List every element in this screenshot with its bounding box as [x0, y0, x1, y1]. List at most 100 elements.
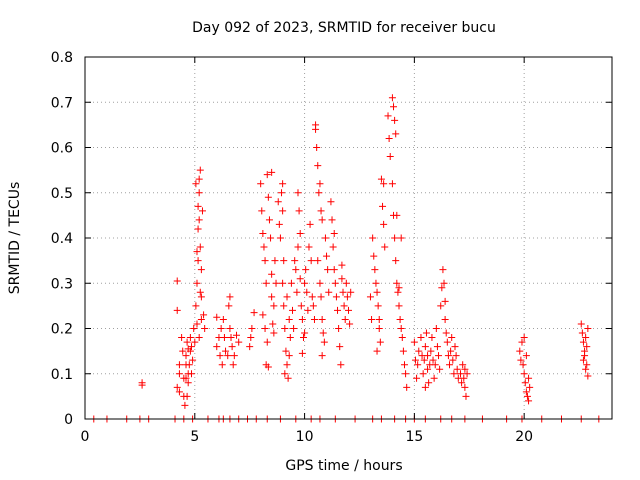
- data-point: [577, 320, 585, 328]
- data-point: [380, 180, 388, 188]
- x-axis-tick-labels: 0 5 10 15 20: [81, 429, 534, 445]
- data-point: [332, 293, 340, 301]
- data-point: [340, 302, 348, 310]
- data-point: [518, 338, 526, 346]
- data-point: [318, 352, 326, 360]
- data-point: [183, 392, 191, 400]
- data-point: [380, 220, 388, 228]
- data-point: [193, 248, 201, 256]
- data-point: [583, 361, 591, 369]
- data-point: [192, 302, 200, 310]
- data-point: [390, 103, 398, 111]
- data-point: [345, 306, 352, 314]
- data-point: [427, 347, 435, 355]
- data-point: [185, 361, 193, 369]
- data-point: [403, 383, 411, 391]
- data-point: [393, 211, 401, 219]
- data-point: [447, 347, 455, 355]
- data-point: [338, 275, 346, 283]
- data-point: [459, 361, 467, 369]
- data-point: [341, 315, 349, 323]
- data-point: [257, 180, 265, 188]
- data-point: [424, 352, 432, 360]
- data-point: [194, 225, 202, 233]
- data-point: [433, 343, 441, 351]
- data-point: [317, 293, 325, 301]
- data-point: [430, 374, 438, 382]
- data-point: [584, 325, 592, 332]
- y-axis-tick-labels: 0 0.1 0.2 0.3 0.4 0.5 0.6 0.7 0.8: [51, 50, 73, 428]
- data-point: [421, 383, 429, 391]
- data-point: [516, 347, 524, 355]
- data-point: [285, 352, 293, 360]
- data-point: [195, 175, 203, 183]
- data-point: [522, 352, 530, 360]
- data-point: [196, 288, 204, 296]
- data-point: [450, 370, 458, 378]
- data-point: [385, 134, 393, 142]
- data-point: [213, 313, 221, 321]
- data-point: [189, 356, 197, 364]
- data-point: [271, 257, 279, 265]
- data-point: [293, 288, 301, 296]
- data-point: [298, 349, 306, 357]
- data-point: [453, 365, 461, 373]
- x-tick-label: 10: [296, 429, 314, 445]
- data-point: [325, 288, 333, 296]
- data-point: [312, 125, 320, 133]
- data-point: [186, 334, 194, 342]
- data-point: [448, 334, 456, 342]
- data-point: [296, 275, 304, 283]
- plot-frame: [84, 56, 613, 420]
- data-point: [376, 338, 384, 346]
- data-point: [583, 343, 591, 351]
- data-point: [200, 311, 208, 319]
- data-point: [441, 297, 449, 305]
- data-point: [460, 374, 468, 382]
- data-point: [392, 257, 400, 265]
- x-tick-label: 0: [81, 429, 90, 445]
- data-point: [334, 306, 342, 314]
- data-point: [306, 220, 314, 228]
- data-point: [440, 279, 448, 287]
- data-point: [372, 279, 380, 287]
- data-point: [442, 329, 450, 337]
- data-point: [228, 343, 236, 351]
- data-point: [301, 279, 309, 287]
- data-point: [184, 379, 192, 387]
- data-point: [421, 343, 429, 351]
- data-point: [374, 302, 382, 310]
- data-point: [280, 302, 288, 310]
- data-point: [291, 257, 299, 265]
- data-point: [396, 315, 404, 323]
- data-point: [368, 315, 376, 323]
- data-point: [275, 220, 283, 228]
- data-point: [195, 189, 203, 197]
- data-point: [261, 325, 269, 332]
- data-point: [315, 189, 323, 197]
- data-point: [282, 347, 290, 355]
- data-point: [330, 266, 338, 274]
- data-point: [230, 352, 238, 360]
- data-point: [191, 338, 199, 346]
- data-point: [195, 216, 203, 224]
- data-point: [272, 279, 280, 287]
- data-point: [267, 234, 275, 242]
- data-point: [179, 347, 187, 355]
- data-point: [220, 334, 228, 342]
- data-point: [318, 315, 326, 323]
- data-point: [411, 356, 419, 364]
- data-point: [395, 302, 403, 310]
- data-point: [248, 325, 256, 332]
- data-point: [216, 352, 224, 360]
- data-point: [386, 153, 394, 161]
- data-point: [270, 302, 278, 310]
- data-point: [280, 257, 288, 265]
- data-point: [313, 144, 321, 151]
- data-point: [226, 325, 234, 332]
- data-point: [182, 352, 190, 360]
- data-point: [310, 315, 318, 323]
- data-point: [259, 229, 267, 237]
- data-point: [183, 338, 191, 346]
- data-point: [379, 202, 387, 210]
